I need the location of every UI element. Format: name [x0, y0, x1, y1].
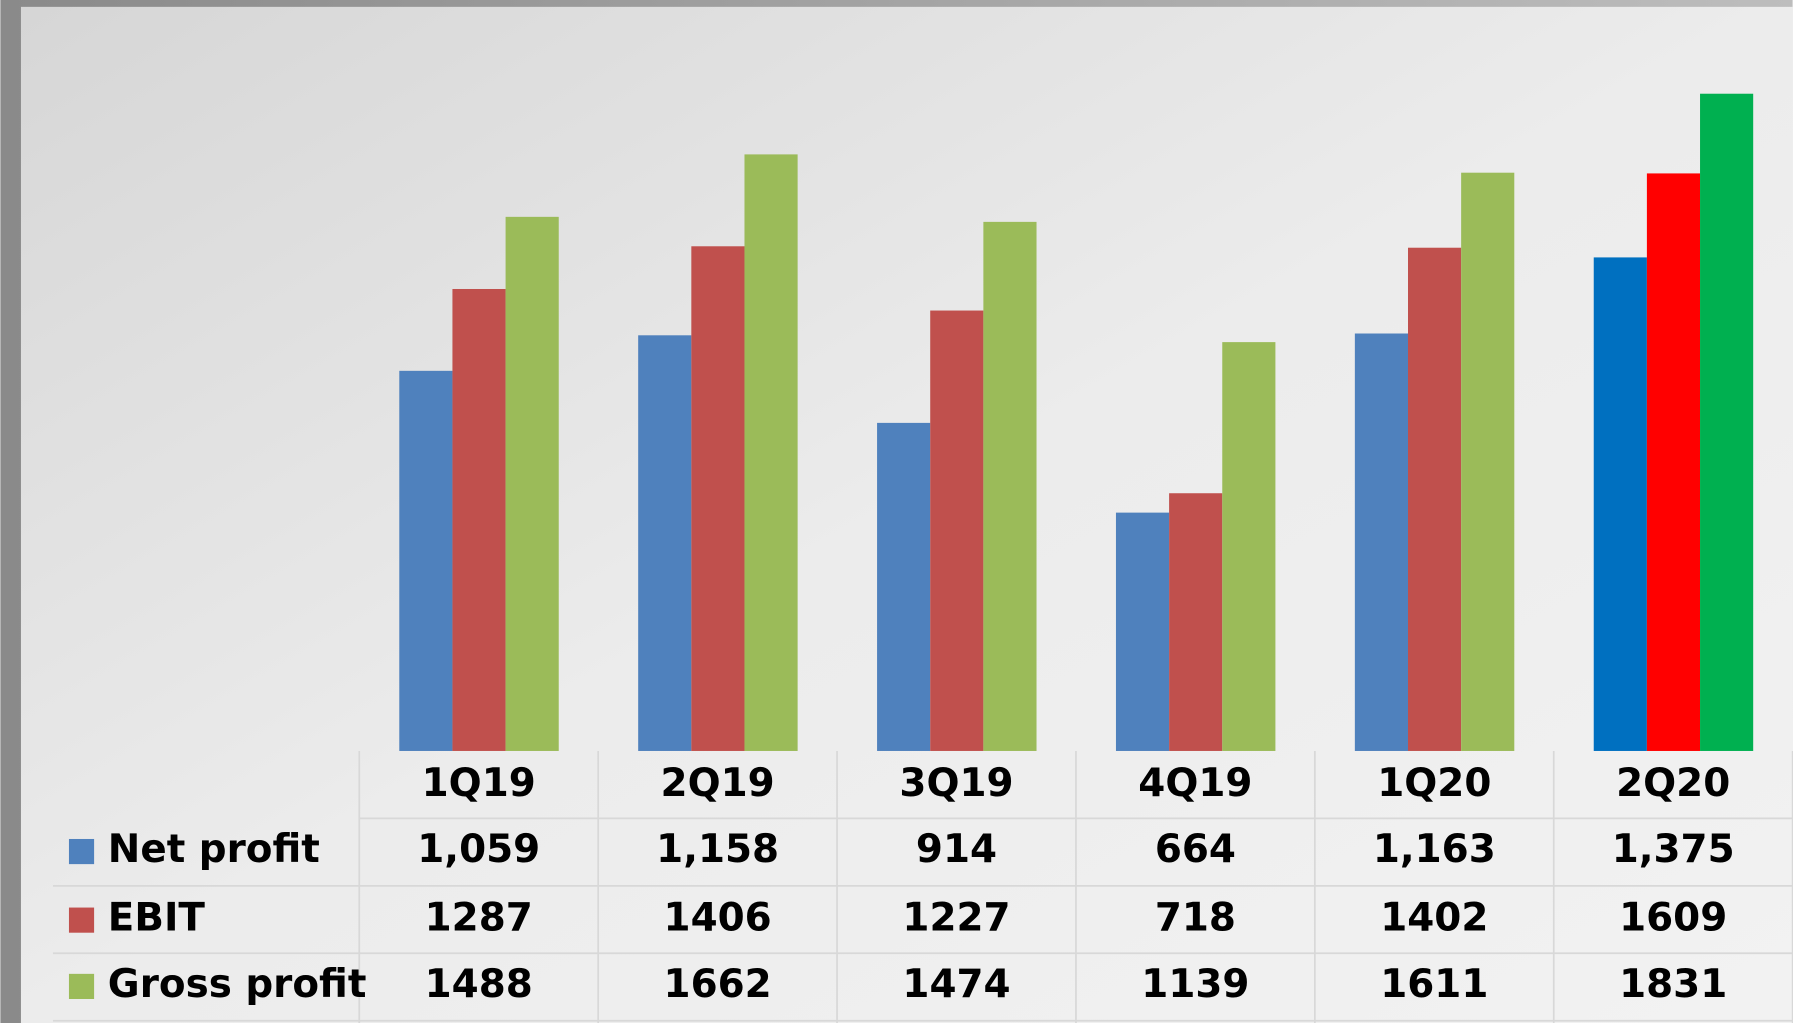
bar	[691, 246, 745, 751]
table-value: 1609	[1619, 896, 1727, 941]
bar	[1115, 512, 1170, 751]
bar	[1461, 172, 1515, 751]
table-value: 1287	[425, 896, 533, 941]
legend-swatch	[68, 973, 95, 999]
table-value: 1611	[1380, 962, 1488, 1007]
table-value: 1662	[664, 962, 772, 1007]
table-value: 1488	[425, 962, 533, 1007]
category-label: 1Q19	[422, 761, 536, 806]
legend-label: Net profit	[108, 827, 320, 872]
table-value: 1139	[1141, 962, 1249, 1007]
table-value: 1,163	[1373, 827, 1496, 872]
bar	[638, 335, 692, 751]
bar	[1169, 493, 1223, 751]
table-value: 1,375	[1612, 827, 1735, 872]
table-value: 914	[916, 827, 997, 872]
table-value: 718	[1155, 896, 1236, 941]
category-label: 3Q19	[899, 761, 1013, 806]
legend-swatch	[68, 907, 95, 933]
category-label: 2Q19	[661, 761, 775, 806]
bar	[1593, 257, 1647, 751]
table-value: 1831	[1619, 962, 1727, 1007]
bar	[1222, 342, 1276, 751]
category-label: 4Q19	[1138, 761, 1252, 806]
legend-label: Gross profit	[108, 962, 367, 1007]
category-label: 2Q20	[1616, 761, 1730, 806]
bar	[983, 221, 1037, 751]
bar	[1408, 247, 1462, 751]
bar	[744, 154, 798, 751]
bar	[452, 288, 506, 751]
category-label: 1Q20	[1377, 761, 1491, 806]
table-value: 1227	[902, 896, 1010, 941]
table-value: 1406	[664, 896, 772, 941]
table-value: 664	[1155, 827, 1236, 872]
bar	[877, 422, 931, 751]
bar	[1354, 333, 1408, 751]
bar	[1700, 93, 1754, 751]
table-value: 1474	[902, 962, 1010, 1007]
table-value: 1,059	[417, 827, 540, 872]
legend-label: EBIT	[108, 896, 206, 941]
bar	[399, 370, 453, 751]
bar	[1646, 173, 1701, 751]
legend-swatch	[68, 838, 95, 865]
bar	[505, 216, 559, 751]
bar	[930, 310, 984, 751]
table-value: 1402	[1380, 896, 1488, 941]
table-value: 1,158	[656, 827, 779, 872]
